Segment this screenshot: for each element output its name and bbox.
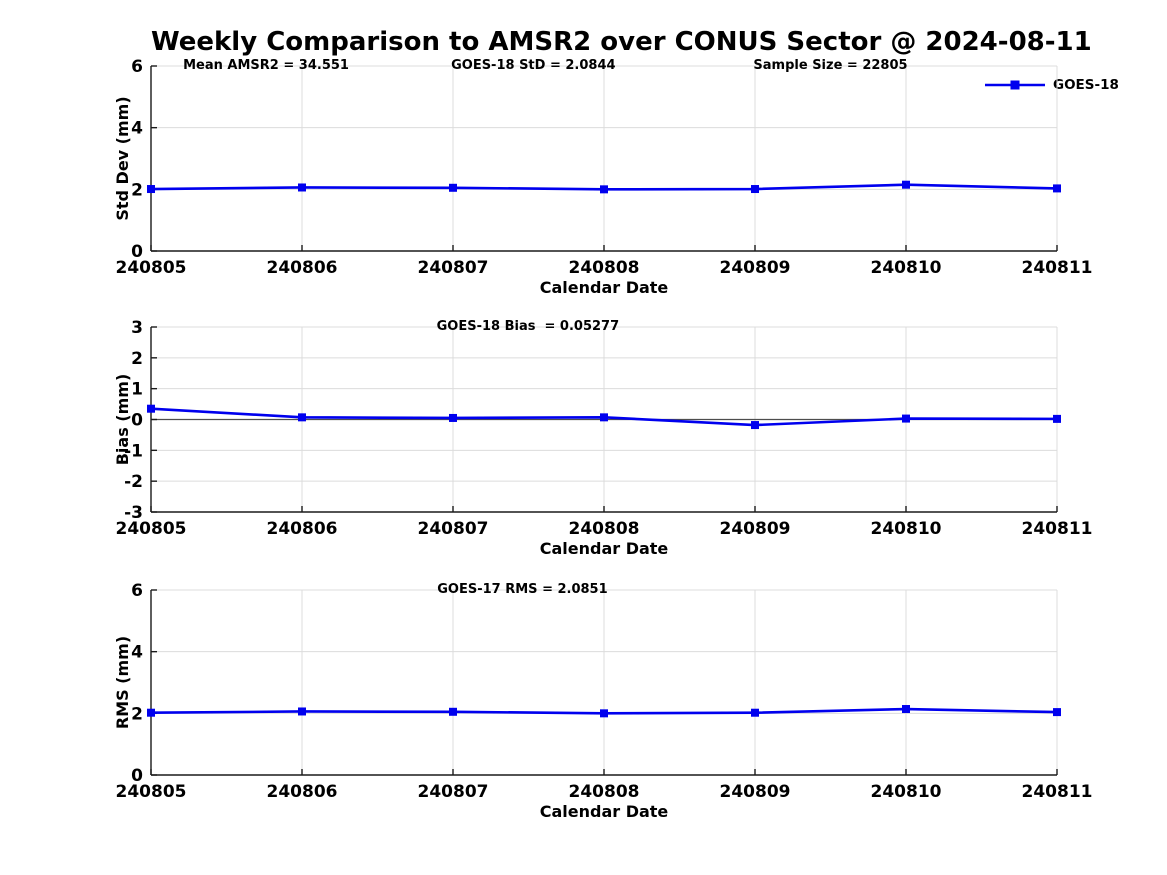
y-axis-label: Bias (mm) <box>113 374 132 466</box>
data-point-marker <box>902 705 910 714</box>
data-point-marker <box>1053 184 1061 193</box>
plot-annotation: GOES-18 StD = 2.0844 <box>451 58 615 73</box>
y-tick-label: 2 <box>131 704 143 724</box>
y-axis-label: Std Dev (mm) <box>113 96 132 220</box>
y-axis-label: RMS (mm) <box>113 636 132 729</box>
data-point-marker <box>147 708 155 717</box>
data-point-marker <box>298 183 306 192</box>
x-tick-label: 240806 <box>267 519 338 539</box>
data-point-marker <box>449 413 457 422</box>
y-tick-label: 2 <box>131 349 143 369</box>
y-tick-label: 2 <box>131 180 143 200</box>
data-point-marker <box>600 185 608 194</box>
y-tick-label: 4 <box>131 119 143 139</box>
x-tick-label: 240809 <box>720 258 791 278</box>
x-tick-label: 240806 <box>267 258 338 278</box>
legend-marker-icon <box>1010 80 1020 90</box>
plot-annotation: GOES-17 RMS = 2.0851 <box>437 582 607 597</box>
x-tick-label: 240808 <box>569 519 640 539</box>
x-tick-label: 240807 <box>418 519 489 539</box>
x-tick-label: 240809 <box>720 782 791 802</box>
x-axis-label: Calendar Date <box>540 539 669 558</box>
x-tick-label: 240805 <box>116 258 187 278</box>
data-point-marker <box>298 707 306 716</box>
plot-annotation: GOES-18 Bias = 0.05277 <box>437 319 620 334</box>
x-axis-label: Calendar Date <box>540 278 669 297</box>
data-point-marker <box>902 414 910 423</box>
y-tick-label: -2 <box>124 472 143 492</box>
stddev-subplot: 240805 240806 240807 240808 240809 240810 2408… <box>113 57 1093 297</box>
y-tick-label: -3 <box>124 503 143 523</box>
y-tick-label: 6 <box>131 57 143 77</box>
data-point-marker <box>147 185 155 194</box>
data-point-marker <box>600 709 608 718</box>
data-point-marker <box>751 708 759 717</box>
x-tick-label: 240811 <box>1022 258 1093 278</box>
plot-annotation: Mean AMSR2 = 34.551 <box>183 58 349 73</box>
rms-subplot: 240805 240806 240807 240808 240809 240810 2408… <box>113 581 1093 821</box>
x-tick-label: 240809 <box>720 519 791 539</box>
figure-title: Weekly Comparison to AMSR2 over CONUS Se… <box>151 27 1092 57</box>
x-tick-label: 240808 <box>569 258 640 278</box>
legend: GOES-18 <box>984 77 1119 93</box>
x-tick-label: 240806 <box>267 782 338 802</box>
y-tick-label: 0 <box>131 766 143 786</box>
y-tick-label: 0 <box>131 242 143 262</box>
data-point-marker <box>1053 708 1061 717</box>
x-tick-label: 240810 <box>871 519 942 539</box>
x-tick-label: 240810 <box>871 258 942 278</box>
data-point-marker <box>449 707 457 716</box>
plot-annotation: Sample Size = 22805 <box>753 58 907 73</box>
x-tick-label: 240811 <box>1022 519 1093 539</box>
x-tick-label: 240808 <box>569 782 640 802</box>
data-point-marker <box>751 185 759 194</box>
y-tick-label: -1 <box>124 441 143 461</box>
bias-subplot: 240805 240806 240807 240808 240809 240810 2408… <box>113 318 1093 558</box>
x-tick-label: 240807 <box>418 782 489 802</box>
data-point-marker <box>298 413 306 422</box>
data-point-marker <box>1053 414 1061 423</box>
y-tick-label: 4 <box>131 643 143 663</box>
y-tick-label: 3 <box>131 318 143 338</box>
x-tick-label: 240805 <box>116 782 187 802</box>
y-tick-label: 0 <box>131 411 143 431</box>
x-tick-label: 240811 <box>1022 782 1093 802</box>
data-point-marker <box>751 421 759 430</box>
x-axis-label: Calendar Date <box>540 802 669 821</box>
x-tick-label: 240805 <box>116 519 187 539</box>
x-tick-label: 240807 <box>418 258 489 278</box>
data-point-marker <box>147 404 155 413</box>
y-tick-label: 1 <box>131 380 143 400</box>
legend-line-marker-icon <box>985 80 1045 90</box>
x-tick-label: 240810 <box>871 782 942 802</box>
data-point-marker <box>902 180 910 189</box>
data-point-marker <box>600 413 608 422</box>
legend-label: GOES-18 <box>1053 77 1119 93</box>
data-point-marker <box>449 183 457 192</box>
y-tick-label: 6 <box>131 581 143 601</box>
